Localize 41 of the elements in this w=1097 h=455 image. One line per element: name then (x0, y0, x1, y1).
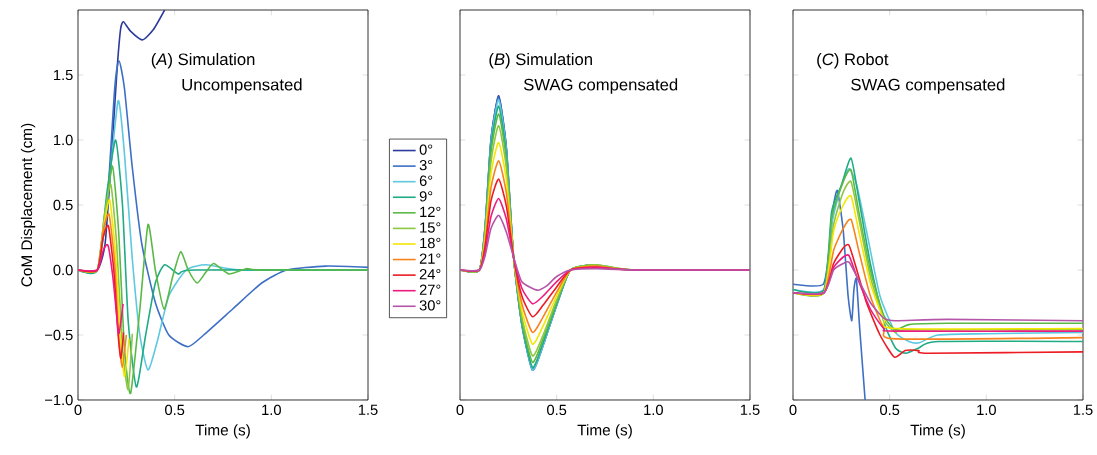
y-tick-label: 1.5 (54, 69, 73, 81)
legend-label: 15° (420, 222, 441, 233)
x-tick-label: 1.5 (1073, 404, 1093, 415)
x-tick-label: 1.5 (740, 404, 760, 415)
annotation: (B) Simulation (489, 52, 592, 69)
annotation: Uncompensated (182, 78, 302, 94)
x-tick-label: 0 (789, 404, 797, 416)
legend-label: 24° (419, 269, 441, 280)
annotation: (A) Simulation (151, 52, 255, 69)
x-tick-label: 0 (74, 404, 82, 416)
x-tick-label: 0.5 (547, 404, 567, 416)
x-tick-label: 1.5 (358, 404, 378, 415)
legend-label: 6° (419, 175, 433, 186)
x-tick-label: 1.0 (644, 404, 663, 416)
annotation: SWAG compensated (851, 78, 1005, 94)
legend-label: 30° (419, 300, 441, 311)
x-tick-label: 1.0 (262, 404, 281, 416)
y-axis-title: CoM Displacement (cm) (20, 123, 36, 287)
x-axis-title: Time (s) (577, 424, 632, 439)
x-tick-label: 1.0 (977, 404, 996, 416)
x-axis-title: Time (s) (195, 424, 250, 439)
x-tick-label: 0.5 (165, 404, 185, 416)
y-tick-label: 1.0 (54, 134, 73, 146)
legend-label: 12° (420, 206, 441, 217)
annotation: (C) Robot (817, 52, 889, 69)
y-tick-label: 0.5 (53, 199, 73, 211)
line-series (78, 213, 128, 369)
y-tick-label: −1.0 (45, 394, 73, 406)
annotation: SWAG compensated (523, 78, 678, 94)
x-axis-title: Time (s) (910, 424, 965, 439)
legend-label: 9° (419, 191, 433, 202)
y-tick-label: 0.0 (53, 264, 73, 276)
legend-label: 21° (419, 253, 441, 264)
legend-label: 18° (420, 237, 441, 249)
line-series (78, 244, 124, 335)
x-tick-label: 0 (456, 404, 464, 416)
legend-label: 3° (419, 160, 433, 171)
legend-label: 0° (419, 144, 433, 155)
x-tick-label: 0.5 (880, 404, 900, 416)
legend-label: 27° (419, 284, 441, 295)
y-tick-label: −0.5 (45, 329, 73, 341)
